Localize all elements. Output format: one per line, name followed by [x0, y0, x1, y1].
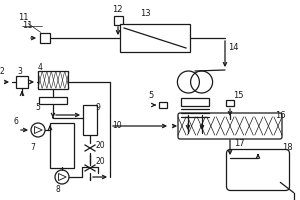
Bar: [120, 24, 190, 52]
Text: 5: 5: [35, 104, 40, 112]
Text: 17: 17: [234, 138, 244, 148]
Bar: [16, 76, 28, 88]
FancyBboxPatch shape: [226, 150, 290, 190]
Text: 12: 12: [112, 5, 122, 15]
Bar: [39, 97, 67, 104]
Text: 20: 20: [96, 158, 106, 166]
Text: 20: 20: [95, 140, 105, 150]
Text: 2: 2: [0, 68, 5, 76]
Text: 10: 10: [112, 120, 122, 130]
Bar: [226, 100, 234, 106]
Bar: [38, 71, 68, 89]
Text: 9: 9: [95, 104, 100, 112]
Text: 5: 5: [148, 92, 153, 100]
Text: 11: 11: [22, 21, 32, 30]
Text: 11: 11: [18, 14, 28, 22]
FancyBboxPatch shape: [178, 113, 282, 139]
Text: 13: 13: [140, 9, 151, 19]
Bar: [83, 105, 97, 135]
Text: 4: 4: [38, 64, 43, 72]
Text: 3: 3: [17, 68, 22, 76]
Text: 7: 7: [30, 144, 35, 152]
Bar: [159, 102, 167, 108]
Text: 18: 18: [282, 144, 292, 152]
Bar: [40, 33, 50, 43]
Bar: [181, 98, 209, 106]
Bar: [50, 122, 74, 168]
Text: 6: 6: [14, 117, 19, 127]
Bar: [113, 16, 122, 24]
Text: 16: 16: [275, 112, 286, 120]
Text: 14: 14: [228, 44, 238, 52]
Text: 15: 15: [233, 92, 244, 100]
Text: 8: 8: [55, 186, 60, 194]
